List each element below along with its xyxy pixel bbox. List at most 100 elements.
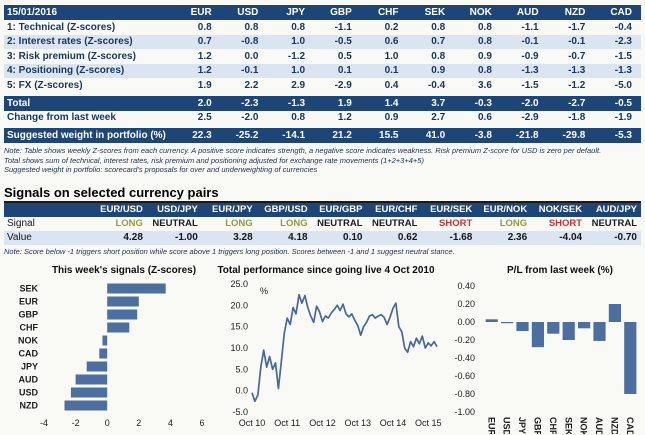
signals-section-title: Signals on selected currency pairs xyxy=(4,185,641,203)
y-tick-label: 0.00 xyxy=(457,317,475,327)
pair-label: EUR/JPY xyxy=(212,204,253,215)
pair-label: NOK/SEK xyxy=(538,204,583,215)
row-label: Total xyxy=(7,97,31,109)
value-cell: 0.1 xyxy=(384,65,399,77)
scorecard-note-1: Note: Table shows weekly Z-scores from e… xyxy=(4,146,602,155)
pair-label: EUR/USD xyxy=(100,204,143,215)
value-cell: -1.7 xyxy=(568,21,586,33)
value-cell: 0.4 xyxy=(384,79,399,91)
category-label: EUR xyxy=(486,417,496,434)
score-row: 3: Risk premium (Z-scores) 1.2 0.0 -1.2 0.5 1… xyxy=(4,49,641,64)
value-cell: 1.2 xyxy=(197,65,212,77)
y-tick-label: 15.0 xyxy=(230,322,248,332)
category-label: CAD xyxy=(625,417,635,434)
value-cell: -0.1 xyxy=(241,65,259,77)
pair-label: EUR/SEK xyxy=(430,204,473,215)
bar-NOK xyxy=(102,335,108,346)
score-row: 4: Positioning (Z-scores) 1.2 -0.1 1.0 0.1 0.… xyxy=(4,63,641,78)
value-cell: -1.3 xyxy=(568,65,586,77)
value-cell: 2.9 xyxy=(291,79,306,91)
pair-label: GBP/USD xyxy=(264,204,308,215)
x-tick-label: Oct 12 xyxy=(309,418,336,428)
y-tick-label: -0.40 xyxy=(454,353,475,363)
score-value: 0.10 xyxy=(343,232,363,243)
score-value: 4.28 xyxy=(123,232,143,243)
row-label: 5: FX (Z-scores) xyxy=(7,79,83,91)
bar-GBP xyxy=(531,322,544,348)
value-cell: 2.2 xyxy=(244,79,259,91)
value-cell: -2.0 xyxy=(521,97,539,109)
value-cell: 1.2 xyxy=(337,112,352,124)
category-label: GBP xyxy=(533,417,543,434)
category-label: CHF xyxy=(548,417,558,434)
pair-label: USD/JPY xyxy=(157,204,198,215)
value-cell: -2.0 xyxy=(241,112,259,124)
charts-row: This week's signals (Z-scores) SEK EUR GBP C… xyxy=(4,260,641,435)
value-cell: NOK xyxy=(469,7,492,18)
signal-row: Signal LONG NEUTRAL LONG LONG NEUTRAL NEUTRAL S… xyxy=(4,217,641,231)
row-label: Value xyxy=(7,232,32,243)
score-row: 5: FX (Z-scores) 1.9 2.2 2.9 -2.9 0.4 -0.4 3.6 -… xyxy=(4,78,641,93)
score-row: 2: Interest rates (Z-scores) 0.7 -0.8 1.0 -0… xyxy=(4,34,641,49)
signal-value: NEUTRAL xyxy=(152,218,198,229)
value-row: Value 4.28 -1.00 3.28 4.18 0.10 0.62 -1.68 2.36 -… xyxy=(4,230,641,245)
chart-title: P/L from last week (%) xyxy=(507,265,613,276)
signals-table: EUR/USD USD/JPY EUR/JPY GBP/USD EUR/GBP EUR/C… xyxy=(4,202,641,245)
score-value: 4.18 xyxy=(288,232,308,243)
category-label: NOK xyxy=(18,336,39,346)
signal-value: LONG xyxy=(115,218,143,229)
value-cell: -14.1 xyxy=(282,130,306,141)
signal-value: SHORT xyxy=(548,218,583,229)
bar-NZD xyxy=(64,400,108,411)
value-cell: 1.0 xyxy=(291,65,306,77)
x-tick-label: 4 xyxy=(168,418,173,428)
scorecard-note-2: Total shows sum of technical, interest r… xyxy=(4,155,424,165)
category-label: USD xyxy=(19,388,39,398)
bar-AUD xyxy=(75,374,108,385)
bar-CAD xyxy=(99,348,108,359)
value-cell: GBP xyxy=(330,7,352,18)
value-cell: 0.6 xyxy=(477,112,492,124)
value-cell: -5.0 xyxy=(614,79,632,91)
x-tick-label: 0 xyxy=(105,418,110,428)
value-cell: 41.0 xyxy=(425,130,446,141)
y-tick-label: 25.0 xyxy=(230,279,248,289)
value-cell: -1.3 xyxy=(521,65,539,77)
value-cell: CAD xyxy=(610,7,632,18)
bar-JPY xyxy=(86,361,108,372)
change-row: Change from last week 2.5 -2.0 0.8 1.2 0.9 2.7… xyxy=(4,111,641,126)
value-cell: -25.2 xyxy=(235,130,259,141)
pair-label: EUR/CHF xyxy=(375,204,418,215)
value-cell: 0.8 xyxy=(431,50,446,62)
scorecard-notes: Note: Table shows weekly Z-scores from e… xyxy=(4,146,641,175)
value-cell: -0.5 xyxy=(334,36,352,48)
value-cell: -0.4 xyxy=(614,21,632,33)
signal-value: LONG xyxy=(225,218,253,229)
value-cell: 1.4 xyxy=(384,97,399,109)
x-tick-label: Oct 11 xyxy=(274,418,300,428)
value-cell: 22.3 xyxy=(192,130,212,141)
row-label: 2: Interest rates (Z-scores) xyxy=(7,36,133,48)
category-label: GBP xyxy=(18,310,38,320)
bar-SEK xyxy=(562,322,575,340)
bar-EUR xyxy=(485,319,498,322)
category-label: JPY xyxy=(517,417,527,434)
y-tick-label: 0.0 xyxy=(235,386,248,396)
score-value: -0.70 xyxy=(614,232,637,243)
value-cell: 0.1 xyxy=(337,65,352,77)
value-cell: 0.2 xyxy=(384,21,399,33)
y-tick-label: -0.20 xyxy=(454,335,475,345)
category-label: EUR xyxy=(19,297,39,307)
value-cell: 0.9 xyxy=(431,65,446,77)
category-label: CHF xyxy=(20,323,39,333)
value-cell: -2.7 xyxy=(568,97,586,109)
y-axis-unit-label: % xyxy=(260,286,268,296)
value-cell: 3.6 xyxy=(477,79,492,91)
value-cell: 0.8 xyxy=(197,21,212,33)
value-cell: 0.8 xyxy=(244,21,259,33)
pair-label: AUD/JPY xyxy=(595,204,637,215)
value-cell: -2.9 xyxy=(334,79,352,91)
value-cell: 0.8 xyxy=(477,21,492,33)
x-tick-label: Oct 10 xyxy=(239,418,266,428)
value-cell: JPY xyxy=(286,7,306,18)
